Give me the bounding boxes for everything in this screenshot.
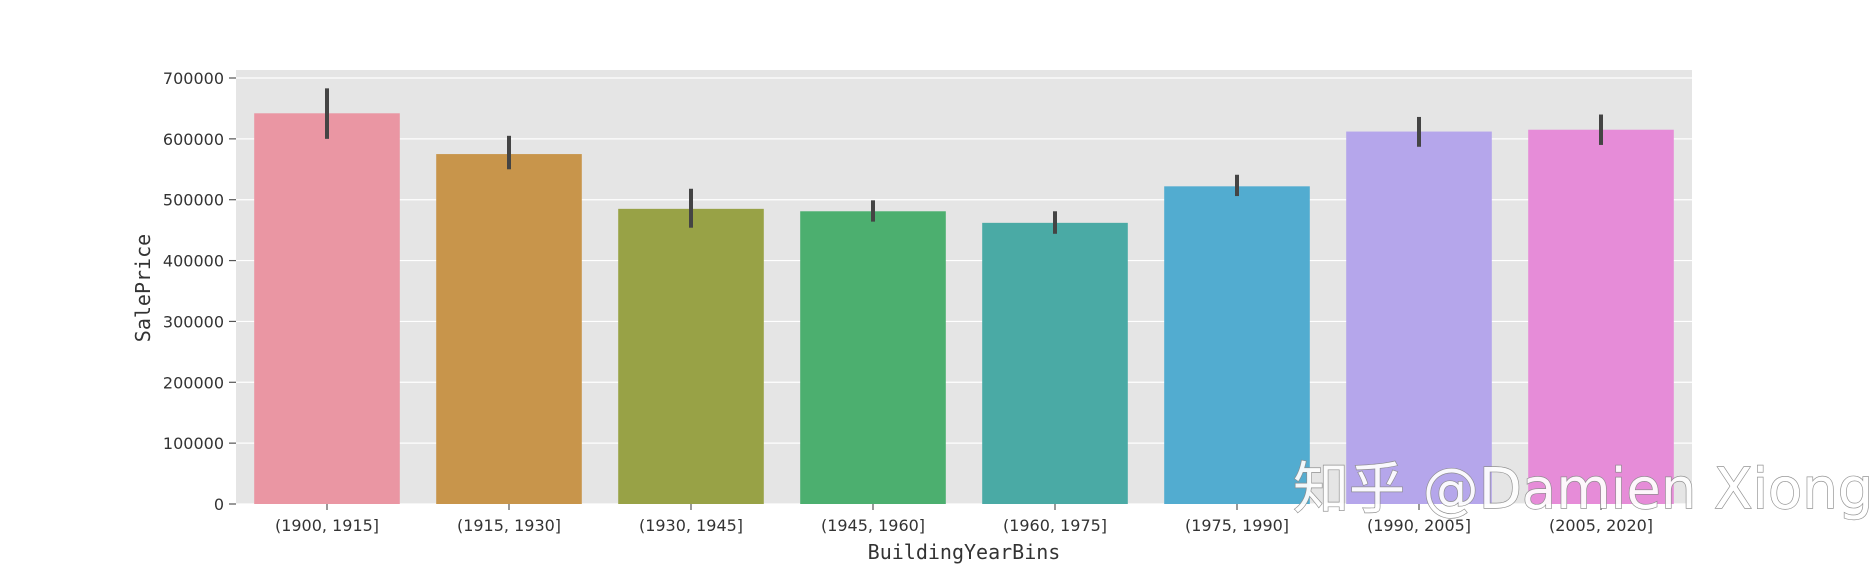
error-bars [325, 88, 1603, 234]
bar [618, 208, 764, 505]
x-axis-ticks: (1900, 1915] (1915, 1930] (1930, 1945] (194… [275, 504, 1653, 535]
bar [254, 113, 400, 504]
x-tick-label: (1930, 1945] [639, 516, 743, 535]
bar [436, 154, 582, 505]
y-tick-label: 0 [214, 495, 224, 514]
y-axis-label: SalePrice [131, 234, 155, 342]
x-tick-label: (2005, 2020] [1549, 516, 1653, 535]
bar [1346, 131, 1492, 504]
bar [1528, 129, 1674, 504]
bar [982, 222, 1128, 504]
x-tick-label: (1990, 2005] [1367, 516, 1471, 535]
bars [254, 113, 1674, 505]
y-axis-ticks: 0 100000 200000 300000 400000 500000 600000 700… [163, 69, 236, 514]
bar [800, 211, 946, 504]
x-tick-label: (1915, 1930] [457, 516, 561, 535]
x-tick-label: (1975, 1990] [1185, 516, 1289, 535]
y-tick-label: 200000 [163, 373, 224, 392]
bar [1164, 186, 1310, 504]
watermark: 知乎 @Damien Xiong [1293, 457, 1873, 522]
y-tick-label: 100000 [163, 434, 224, 453]
y-tick-label: 600000 [163, 130, 224, 149]
x-tick-label: (1900, 1915] [275, 516, 379, 535]
y-tick-label: 700000 [163, 69, 224, 88]
y-tick-label: 300000 [163, 312, 224, 331]
x-axis-label: BuildingYearBins [868, 540, 1061, 564]
y-tick-label: 500000 [163, 191, 224, 210]
x-tick-label: (1945, 1960] [821, 516, 925, 535]
y-tick-label: 400000 [163, 252, 224, 271]
x-tick-label: (1960, 1975] [1003, 516, 1107, 535]
